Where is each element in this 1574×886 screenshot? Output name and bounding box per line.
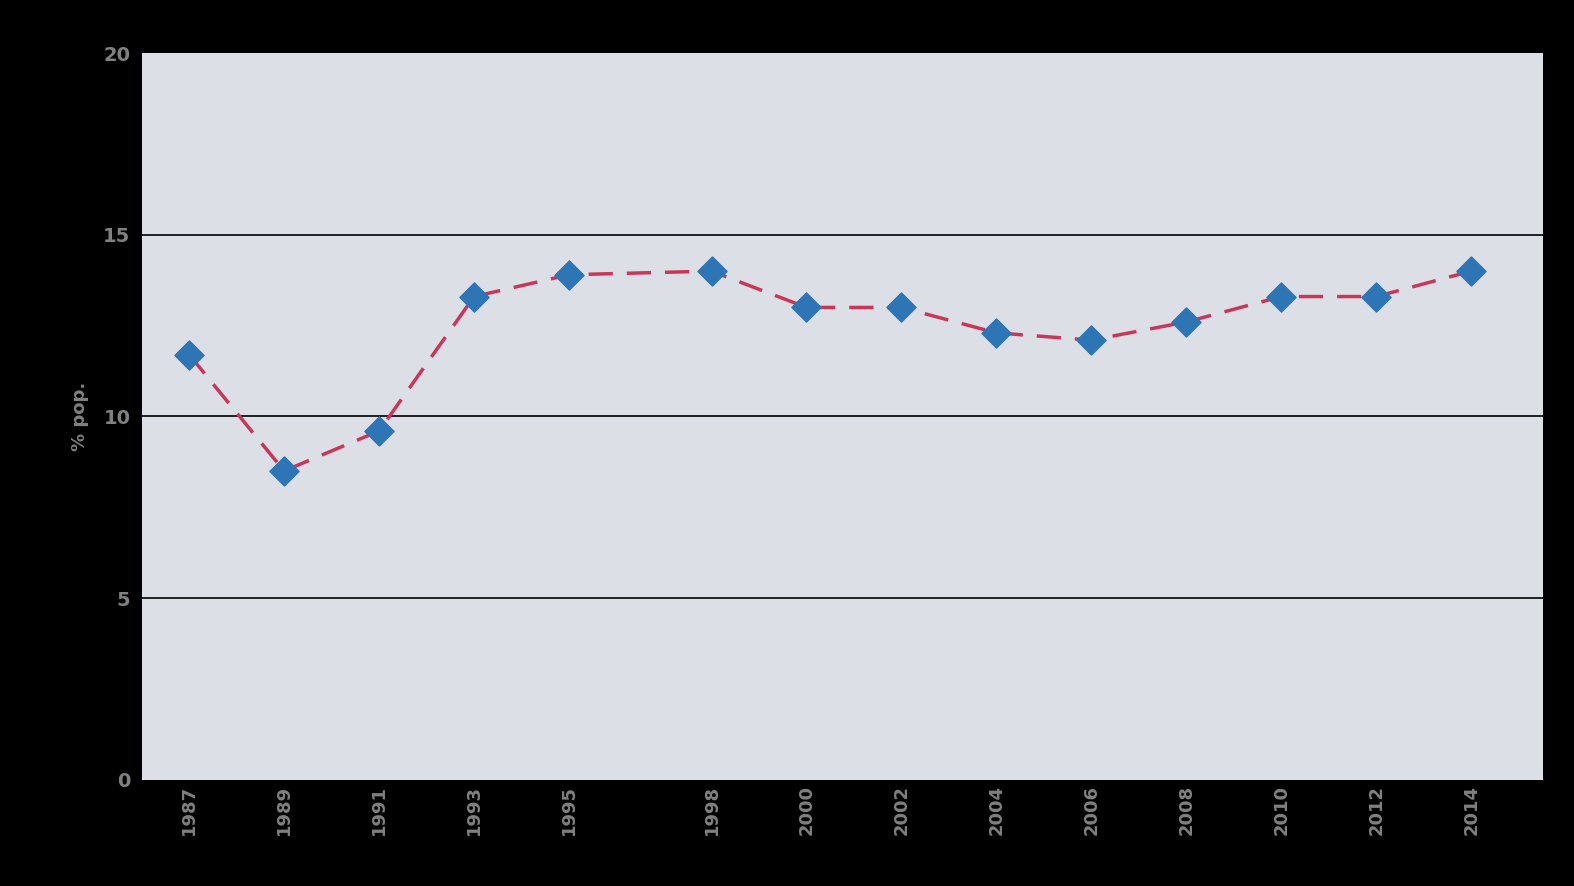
Point [1363, 290, 1388, 304]
Point [699, 264, 724, 278]
Point [367, 424, 392, 438]
Point [1078, 333, 1103, 347]
Point [1459, 264, 1484, 278]
Point [793, 300, 818, 315]
Point [1174, 315, 1199, 329]
Point [176, 347, 201, 361]
Y-axis label: % pop.: % pop. [71, 382, 90, 451]
Point [1269, 290, 1294, 304]
Point [984, 326, 1009, 340]
Point [557, 268, 582, 282]
Point [461, 290, 486, 304]
Point [889, 300, 914, 315]
Point [272, 464, 297, 478]
